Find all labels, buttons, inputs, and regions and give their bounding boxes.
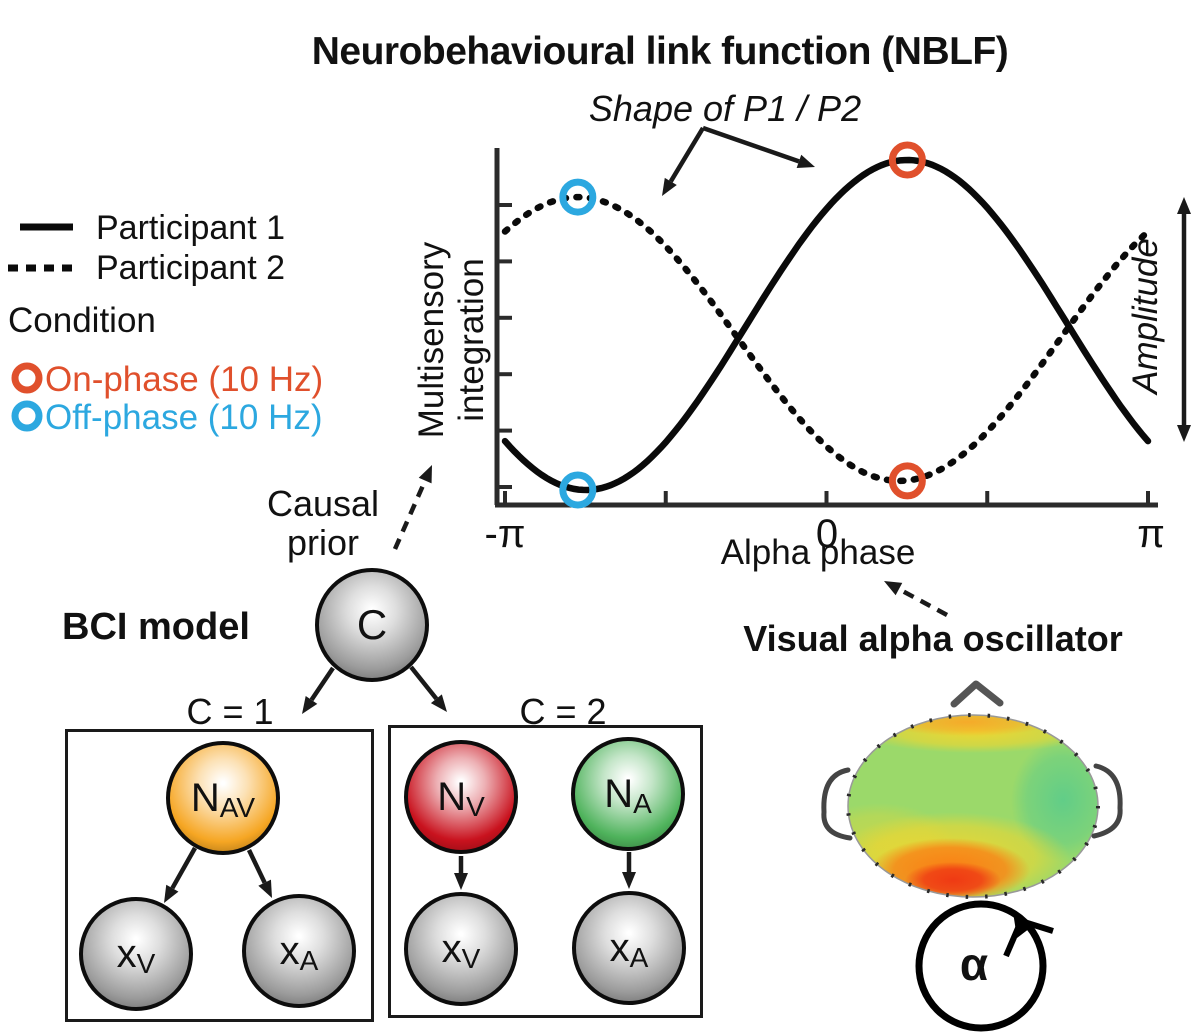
condition-marker-0 <box>888 141 926 179</box>
causal-prior-arrow-shaft <box>392 479 428 550</box>
curve-participant1 <box>501 156 1152 494</box>
x-tick-label-pi: π <box>1137 512 1165 556</box>
c-to-c1-arrow-head <box>302 695 318 714</box>
left-ear-marker <box>821 767 853 841</box>
node-nav: N AV <box>166 741 280 855</box>
causal-prior-arrow-head <box>418 465 432 484</box>
shape-annotation-arrow-left-head <box>662 177 677 196</box>
nav-to-xv-arrow-head <box>164 884 179 903</box>
c2-box <box>388 725 703 1018</box>
nav-to-xv-arrow-shaft <box>170 846 197 890</box>
curve-participant2 <box>501 193 1152 485</box>
figure-title: Neurobehavioural link function (NBLF) <box>311 30 1009 73</box>
condition-title: Condition <box>8 301 156 340</box>
legend-participant2-label: Participant 2 <box>96 249 285 287</box>
x-tick-label-neg-pi: -π <box>484 512 526 556</box>
amplitude-label: Amplitude <box>1126 238 1165 394</box>
amplitude-arrow-down-head <box>1177 425 1191 442</box>
legend-participant1-label: Participant 1 <box>96 209 285 247</box>
nv-to-xv-arrow-head <box>454 873 468 890</box>
off-phase-label: Off-phase (10 Hz) <box>45 398 323 437</box>
alpha-phase-arrow-shaft <box>897 587 949 617</box>
causal-prior-label: Causal prior <box>266 483 380 563</box>
nav-to-xa-arrow-shaft <box>246 849 267 884</box>
right-ear-marker <box>1091 763 1123 839</box>
alpha-rotation-arrowhead <box>1013 912 1034 938</box>
causal-prior-node-c: C <box>315 568 429 682</box>
y-axis-label: Multisensory integration <box>412 241 491 439</box>
c1-box <box>65 729 374 1022</box>
nose-marker <box>950 680 1004 708</box>
shape-annotation-arrow-right-shaft <box>702 125 800 164</box>
c-to-c2-arrow-head <box>430 694 447 712</box>
shape-annotation-arrow-left-shaft <box>668 126 705 183</box>
alpha-phase-arrow-head <box>884 581 903 596</box>
nav-to-xa-arrow-head <box>258 879 272 898</box>
shape-annotation-arrow-right-head <box>796 154 815 169</box>
off-phase-ring <box>11 400 43 432</box>
on-phase-label: On-phase (10 Hz) <box>45 360 324 399</box>
condition-marker-2 <box>559 178 597 216</box>
x-axis-label: Alpha phase <box>720 533 916 572</box>
c-to-c2-arrow-shaft <box>409 665 439 701</box>
x-tick-label-zero: 0 <box>815 512 839 556</box>
alpha-symbol: α <box>959 938 989 990</box>
c-to-c1-arrow-shaft <box>309 666 335 702</box>
scalp-topography-map <box>821 680 1123 899</box>
condition-marker-3 <box>559 471 597 509</box>
c1-label: C = 1 <box>186 691 274 732</box>
on-phase-ring <box>11 362 43 394</box>
electrode-dots <box>846 713 1100 899</box>
amplitude-arrow-up-head <box>1177 197 1191 214</box>
condition-marker-1 <box>888 462 926 500</box>
visual-alpha-oscillator-title: Visual alpha oscillator <box>743 618 1123 659</box>
shape-annotation-label: Shape of P1 / P2 <box>588 88 862 129</box>
na-to-xa-arrow-head <box>622 872 636 889</box>
bci-model-label: BCI model <box>62 606 250 648</box>
